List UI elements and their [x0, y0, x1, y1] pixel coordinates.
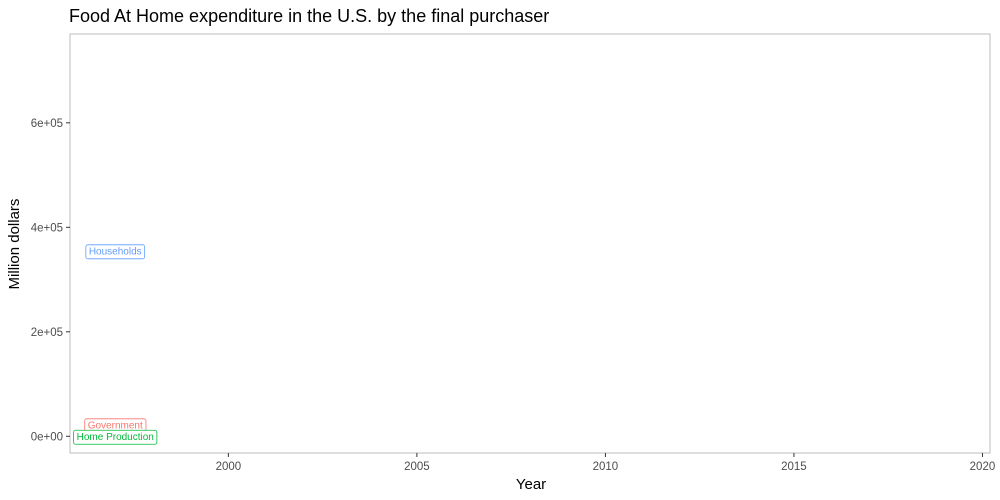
- chart-title: Food At Home expenditure in the U.S. by …: [69, 6, 549, 26]
- y-tick-label: 0e+00: [31, 431, 63, 443]
- y-tick-label: 4e+05: [31, 222, 63, 234]
- y-axis-label: Million dollars: [6, 199, 23, 290]
- x-tick-label: 2020: [970, 461, 996, 473]
- y-tick-label: 2e+05: [31, 327, 63, 339]
- series-label-box: [73, 429, 158, 445]
- x-axis-ticks: 2000 2005 2010 2015 2020: [216, 453, 996, 473]
- x-tick-label: 2015: [781, 461, 807, 473]
- x-tick-label: 2000: [216, 461, 242, 473]
- series-label-box: [85, 244, 146, 260]
- x-tick-label: 2005: [404, 461, 430, 473]
- series-label-home-production: Home Production: [73, 429, 158, 445]
- y-axis-ticks: 0e+00 2e+05 4e+05 6e+05: [31, 118, 70, 443]
- x-tick-label: 2010: [593, 461, 619, 473]
- series-label-text: Government: [88, 420, 143, 431]
- x-axis-label: Year: [516, 476, 546, 493]
- y-tick-label: 6e+05: [31, 118, 63, 130]
- series-label-text: Home Production: [77, 432, 154, 443]
- plot-panel: [69, 33, 991, 454]
- series-label-text: Households: [89, 246, 142, 257]
- series-label-households: Households: [85, 244, 146, 260]
